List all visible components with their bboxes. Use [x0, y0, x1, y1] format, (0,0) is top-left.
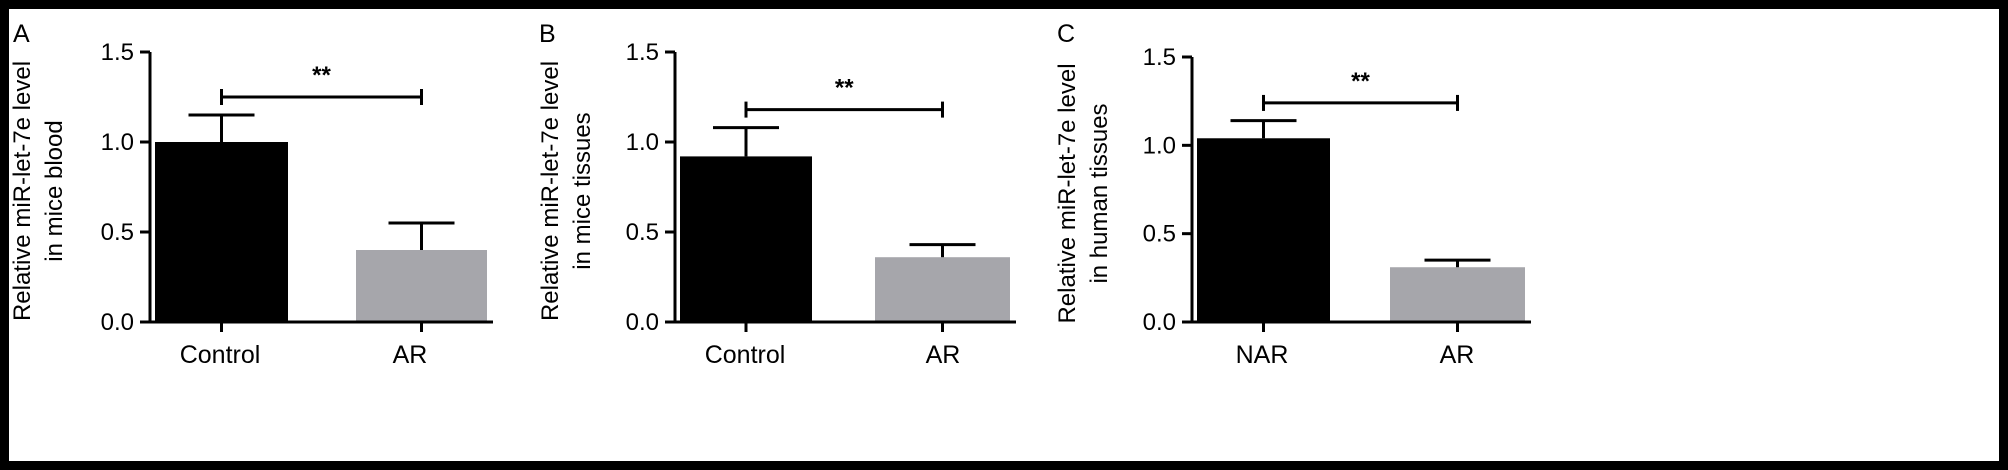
panel-letter: B: [539, 20, 556, 48]
figure-frame: A Relative miR-let-7e level in mice blood 0…: [9, 9, 1999, 461]
y-axis-subtitle: in human tissues: [1086, 103, 1113, 283]
y-tick-label: 0.0: [626, 309, 659, 336]
y-axis-title: Relative miR-let-7e level: [1054, 63, 1081, 323]
y-axis-title: Relative miR-let-7e level: [9, 61, 36, 321]
chart-panel-a: A Relative miR-let-7e level in mice blood 0…: [9, 20, 493, 369]
y-axis-subtitle: in mice tissues: [569, 112, 596, 269]
chart-panel-b: B Relative miR-let-7e level in mice tissue…: [537, 20, 1016, 369]
y-tick-label: 0.5: [626, 219, 659, 246]
significance-label: **: [835, 75, 854, 102]
y-axis-subtitle: in mice blood: [41, 120, 68, 261]
x-tick-label: AR: [1440, 341, 1475, 369]
y-tick-label: 1.0: [626, 129, 659, 156]
y-tick-label: 1.5: [1143, 44, 1176, 71]
bar: [155, 142, 288, 322]
bar: [680, 156, 812, 322]
y-tick-label: 0.0: [1143, 309, 1176, 336]
x-tick-label: NAR: [1236, 341, 1289, 369]
panel-letter: A: [13, 20, 30, 48]
y-axis-title: Relative miR-let-7e level: [537, 61, 564, 321]
x-tick-label: Control: [705, 341, 786, 369]
significance-label: **: [1351, 68, 1370, 95]
y-tick-label: 0.5: [1143, 221, 1176, 248]
y-tick-label: 1.5: [101, 39, 134, 66]
bar: [1197, 138, 1330, 322]
bar: [1390, 267, 1525, 322]
bar: [875, 257, 1010, 322]
panel-letter: C: [1057, 20, 1075, 48]
y-tick-label: 1.5: [626, 39, 659, 66]
chart-panel-c: C Relative miR-let-7e level in human tissu…: [1054, 20, 1531, 369]
y-tick-label: 1.0: [1143, 132, 1176, 159]
x-tick-label: Control: [180, 341, 261, 369]
x-tick-label: AR: [393, 341, 428, 369]
y-tick-label: 1.0: [101, 129, 134, 156]
y-tick-label: 0.0: [101, 309, 134, 336]
significance-label: **: [312, 62, 331, 89]
x-tick-label: AR: [926, 341, 961, 369]
y-tick-label: 0.5: [101, 219, 134, 246]
bar: [356, 250, 487, 322]
